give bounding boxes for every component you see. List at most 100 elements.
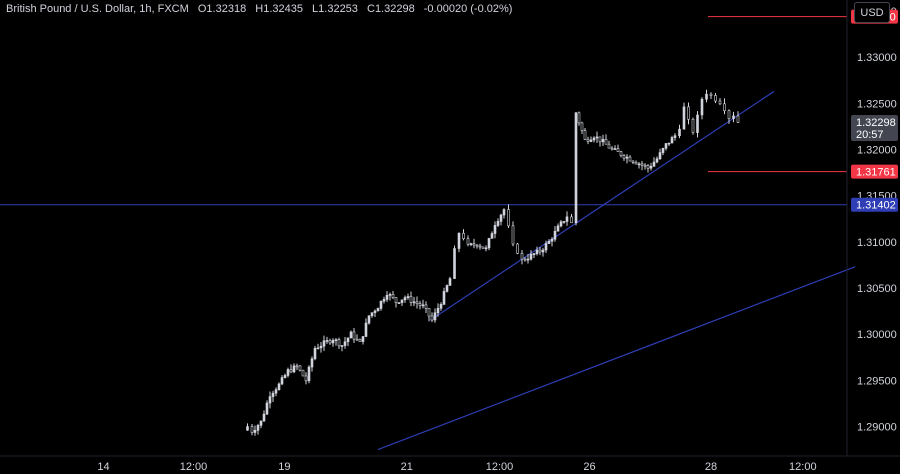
candle: [286, 367, 290, 378]
candle: [643, 163, 647, 170]
candle: [535, 246, 539, 256]
candle: [595, 131, 599, 143]
candle: [280, 375, 284, 386]
candle: [520, 250, 524, 265]
candle: [667, 142, 671, 146]
candle: [397, 302, 401, 304]
x-tick-label: 26: [583, 461, 595, 473]
candle: [610, 146, 614, 151]
candle: [472, 238, 476, 249]
candle: [511, 221, 515, 247]
price-axis: 1.290001.295001.300001.305001.310001.315…: [857, 6, 897, 433]
candle: [637, 162, 641, 169]
x-tick-label: 12:00: [789, 461, 817, 473]
level-price-label: 1.31402: [851, 197, 898, 212]
candle: [430, 312, 434, 323]
candle: [453, 245, 456, 279]
close-value: 1.32298: [374, 3, 415, 15]
countdown-text: 20:57: [856, 129, 884, 141]
x-tick-label: 19: [278, 461, 290, 473]
trendline[interactable]: [377, 266, 856, 451]
candle: [319, 341, 323, 353]
trendline[interactable]: [429, 90, 775, 321]
candle: [322, 335, 326, 351]
candle: [655, 156, 659, 164]
candle: [268, 391, 272, 409]
candle: [274, 387, 278, 397]
candle: [373, 309, 377, 318]
open-value: 1.32318: [206, 3, 247, 15]
candle: [640, 161, 644, 171]
candle: [553, 226, 557, 242]
symbol-title[interactable]: British Pound / U.S. Dollar, 1h, FXCM: [6, 3, 189, 15]
open-label: O: [197, 3, 207, 15]
candle: [696, 111, 699, 138]
candle: [418, 300, 422, 310]
candle: [723, 98, 726, 115]
candle: [448, 276, 452, 286]
candle: [634, 160, 638, 165]
candle: [705, 89, 708, 103]
candle: [670, 135, 674, 144]
low-value: 1.32253: [318, 3, 358, 15]
candle: [391, 290, 395, 300]
candle: [687, 102, 690, 125]
level-price-label: 1.31761: [851, 164, 898, 179]
candle: [616, 144, 620, 152]
high-label: H: [255, 3, 264, 15]
candle: [691, 117, 695, 135]
currency-button[interactable]: USD: [854, 2, 890, 23]
candle: [337, 337, 341, 350]
time-axis: 14 12:00 19 21 12:00 26 28 12:00: [97, 461, 816, 473]
candle: [316, 343, 320, 350]
candle: [328, 338, 332, 345]
candle: [256, 423, 260, 435]
candle: [490, 231, 494, 239]
candle: [346, 337, 350, 347]
candle: [358, 338, 362, 342]
candle: [310, 356, 314, 372]
candle: [277, 382, 281, 391]
candle: [601, 134, 605, 147]
candle: [613, 145, 617, 150]
candle: [352, 328, 356, 344]
price-label-text: 1.32298: [856, 117, 896, 129]
x-tick-label: 28: [705, 461, 717, 473]
candle: [709, 92, 713, 99]
candle: [361, 336, 365, 345]
candle: [340, 345, 344, 352]
candle: [394, 297, 398, 308]
close-label: C: [366, 3, 375, 15]
candle: [388, 292, 392, 301]
candle: [652, 157, 656, 167]
candle: [421, 299, 425, 309]
candle: [532, 252, 536, 259]
candle: [334, 338, 338, 346]
candle: [427, 307, 431, 322]
candle: [678, 124, 681, 139]
candle: [250, 424, 254, 436]
candle: [436, 303, 440, 317]
candle: [382, 296, 386, 304]
candle: [289, 364, 293, 374]
low-label: L: [312, 3, 319, 15]
high-value: 1.32435: [263, 3, 303, 15]
candle: [502, 208, 506, 219]
candle: [433, 308, 437, 323]
candle: [541, 247, 545, 257]
candle: [313, 345, 317, 361]
candle: [349, 330, 353, 339]
candle: [462, 229, 465, 241]
candle: [292, 363, 296, 374]
trendlines: [377, 90, 856, 451]
candle: [562, 221, 566, 224]
candle: [673, 133, 677, 141]
candle: [475, 244, 479, 249]
y-tick-label: 1.31000: [857, 237, 897, 249]
candle: [646, 164, 650, 173]
candle: [732, 111, 735, 123]
candle: [376, 307, 380, 312]
x-tick-label: 14: [97, 461, 109, 473]
